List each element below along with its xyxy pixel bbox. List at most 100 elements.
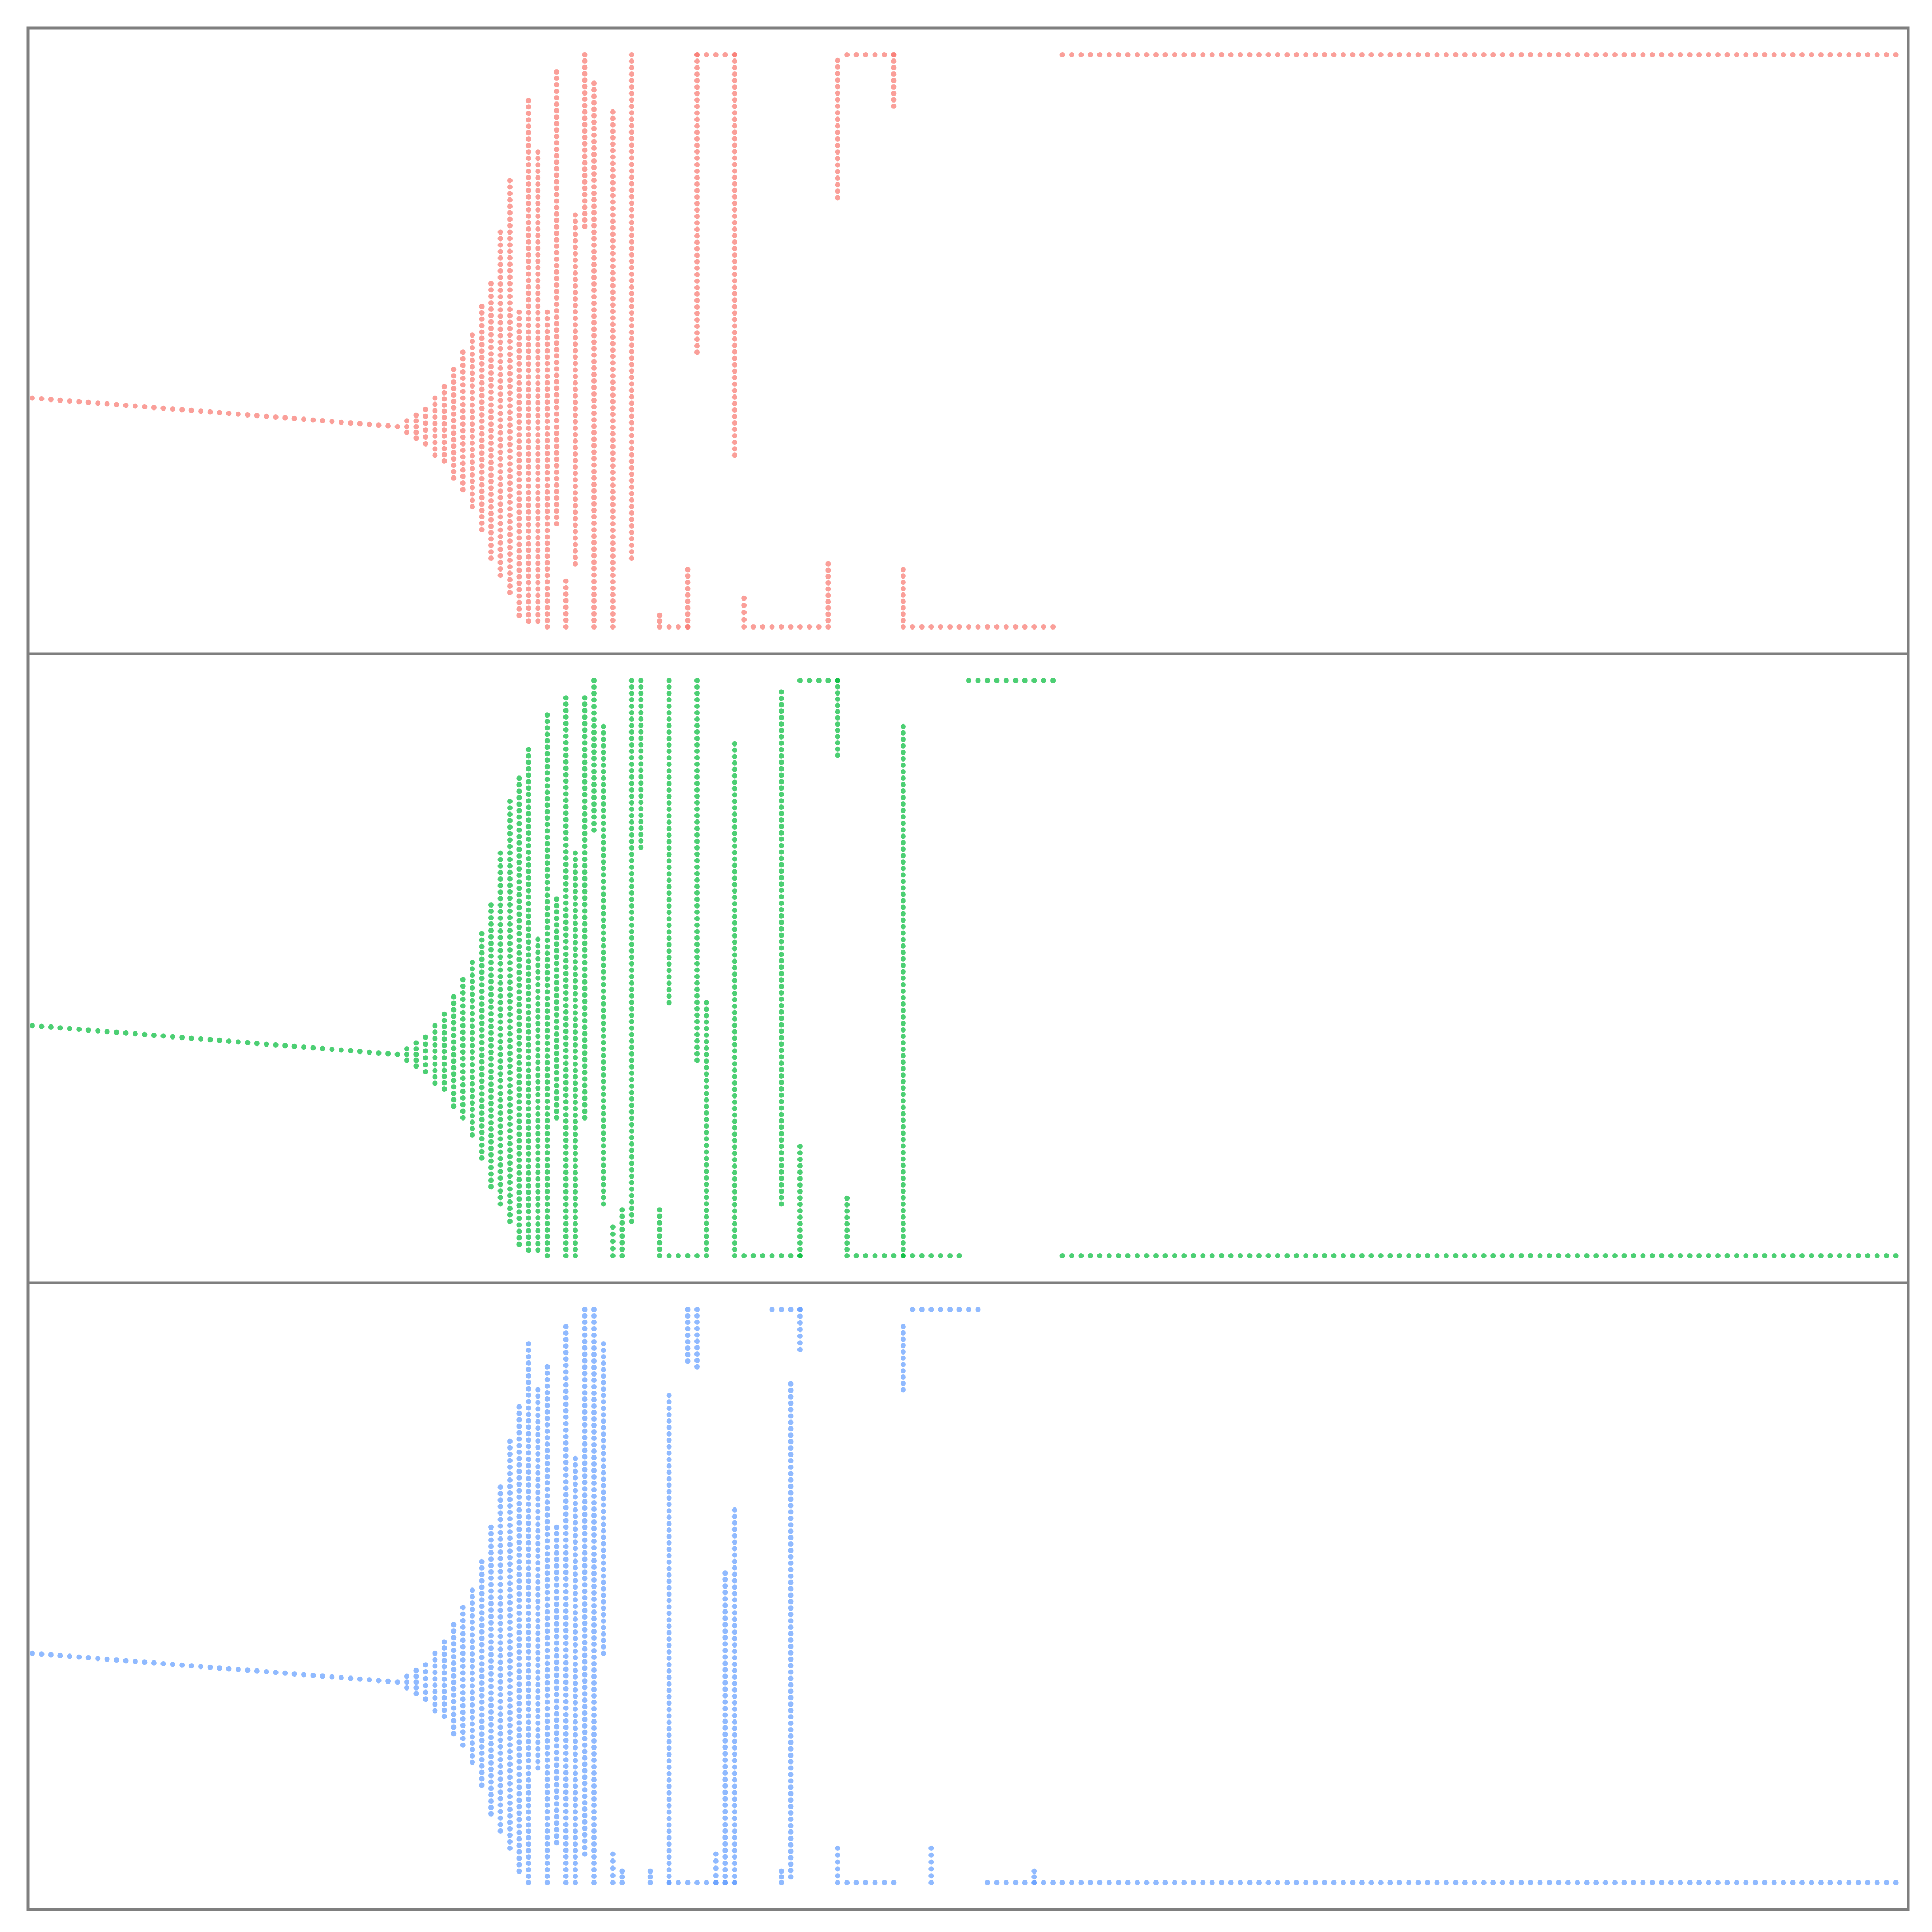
data-point (525, 1649, 531, 1655)
data-point (544, 1454, 550, 1460)
data-point (479, 1040, 485, 1045)
data-point (731, 213, 737, 219)
data-point (479, 508, 485, 514)
data-point (591, 378, 597, 384)
data-point (797, 1202, 803, 1208)
data-point (573, 1202, 579, 1208)
data-point (535, 522, 541, 528)
data-point (900, 840, 906, 846)
data-point (704, 1182, 709, 1187)
data-point (591, 546, 597, 552)
data-point (554, 204, 560, 210)
data-point (1078, 52, 1084, 57)
data-point (779, 996, 784, 1002)
data-point (628, 749, 634, 754)
data-point (544, 431, 550, 437)
data-point (544, 1499, 550, 1505)
data-point (507, 1095, 513, 1101)
data-point (731, 1507, 737, 1513)
data-point (535, 1451, 541, 1457)
data-point (422, 1669, 428, 1674)
data-point (1153, 52, 1159, 57)
data-point (779, 708, 784, 714)
data-point (601, 1040, 606, 1045)
data-point (507, 1483, 513, 1489)
data-point (563, 1537, 569, 1543)
data-point (601, 891, 606, 897)
data-point (731, 446, 737, 452)
data-point (554, 489, 560, 494)
data-point (507, 1451, 513, 1457)
data-point (525, 1867, 531, 1873)
data-point (516, 1190, 522, 1196)
data-point (497, 1705, 503, 1711)
data-point (516, 1862, 522, 1868)
data-point (591, 729, 597, 735)
data-point (601, 975, 606, 981)
data-point (207, 1664, 213, 1670)
data-point (610, 425, 616, 430)
data-point (544, 757, 550, 763)
data-point (582, 1729, 588, 1735)
data-point (516, 1623, 522, 1629)
data-point (591, 1358, 597, 1364)
data-point (591, 514, 597, 519)
data-point (544, 463, 550, 469)
data-point (554, 166, 560, 172)
data-point (544, 560, 550, 566)
data-point (601, 1195, 606, 1201)
data-point (1106, 52, 1112, 57)
data-point (722, 1686, 728, 1692)
data-point (666, 729, 672, 735)
data-point (694, 336, 700, 342)
data-point (582, 1550, 588, 1556)
data-point (1630, 1253, 1636, 1258)
data-point (704, 1227, 709, 1233)
data-point (516, 840, 522, 846)
data-point (525, 907, 531, 913)
data-point (497, 1006, 503, 1012)
data-point (591, 1487, 597, 1492)
data-point (525, 1189, 531, 1195)
data-point (544, 1008, 550, 1014)
data-point (591, 821, 597, 826)
data-point (488, 1785, 494, 1791)
data-point (1350, 1880, 1356, 1885)
data-point (479, 1610, 485, 1616)
data-point (573, 490, 579, 496)
data-point (516, 943, 522, 949)
data-point (554, 327, 560, 333)
data-point (628, 510, 634, 516)
data-point (694, 928, 700, 934)
data-point (731, 155, 737, 161)
data-point (591, 1519, 597, 1525)
data-point (48, 397, 54, 402)
data-point (704, 1208, 709, 1213)
data-point (376, 422, 382, 428)
data-point (451, 437, 457, 443)
data-point (900, 1208, 906, 1213)
data-point (591, 1320, 597, 1325)
data-point (1153, 1253, 1159, 1258)
data-point (591, 462, 597, 468)
data-point (516, 1513, 522, 1519)
data-point (900, 1150, 906, 1155)
data-point (582, 985, 588, 991)
data-point (731, 317, 737, 323)
data-point (731, 1662, 737, 1667)
data-point (610, 1246, 616, 1252)
data-point (488, 1550, 494, 1556)
data-point (731, 837, 737, 843)
data-point (1219, 1880, 1225, 1885)
data-point (479, 437, 485, 443)
data-point (666, 1406, 672, 1411)
data-point (628, 252, 634, 258)
data-point (891, 58, 897, 64)
data-point (554, 1025, 560, 1030)
data-point (900, 1220, 906, 1226)
data-point (582, 1620, 588, 1626)
data-point (554, 1640, 560, 1646)
data-point (628, 52, 634, 57)
data-point (797, 1176, 803, 1182)
data-point (357, 421, 363, 427)
